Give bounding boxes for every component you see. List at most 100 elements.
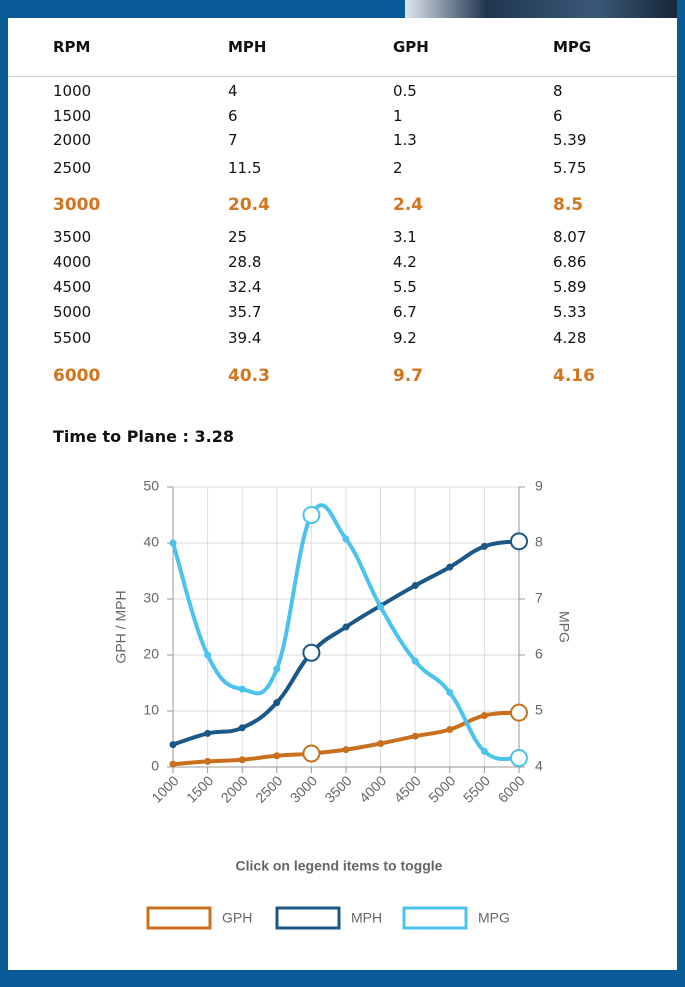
- x-tick-label: 1000: [148, 772, 181, 805]
- data-point: [480, 747, 488, 755]
- data-point: [238, 756, 246, 764]
- legend-label[interactable]: GPH: [222, 910, 252, 926]
- legend-swatch[interactable]: [402, 906, 468, 930]
- highlight-cell: 3000: [53, 195, 101, 215]
- highlight-cell: 6000: [53, 366, 101, 386]
- table-cell: 7: [228, 131, 238, 149]
- y2-tick-label: 9: [535, 478, 543, 494]
- legend-swatch[interactable]: [146, 906, 212, 930]
- y2-tick-label: 4: [535, 758, 543, 774]
- legend-swatch[interactable]: [275, 906, 341, 930]
- y2-tick-label: 7: [535, 590, 543, 606]
- y2-tick-label: 8: [535, 534, 543, 550]
- table-cell: 1: [393, 107, 403, 125]
- highlight-cell: 40.3: [228, 366, 270, 386]
- highlight-cell: 8.5: [553, 195, 584, 215]
- x-tick-label: 5000: [425, 772, 458, 805]
- data-point: [480, 711, 488, 719]
- content-panel: [8, 18, 677, 970]
- y2-axis-label: MPG: [556, 611, 572, 643]
- y2-tick-label: 6: [535, 646, 543, 662]
- table-cell: 4500: [53, 278, 92, 296]
- chart-note: Click on legend items to toggle: [236, 858, 443, 874]
- table-cell: 6: [228, 107, 238, 125]
- series-line: [171, 503, 520, 762]
- x-tick-label: 5500: [460, 772, 493, 805]
- x-tick-label: 3500: [321, 772, 354, 805]
- table-cell: 2: [393, 159, 403, 177]
- table-cell: 1000: [53, 82, 92, 100]
- y2-tick-label: 5: [535, 702, 543, 718]
- table-cell: 35.7: [228, 303, 262, 321]
- table-cell: 4.28: [553, 329, 587, 347]
- highlight-point: [302, 643, 321, 662]
- table-cell: 8.07: [553, 228, 587, 246]
- data-point: [377, 603, 385, 611]
- table-cell: 5500: [53, 329, 92, 347]
- highlight-point: [302, 744, 321, 763]
- x-tick-label: 4000: [356, 772, 389, 805]
- data-point: [411, 582, 419, 590]
- table-cell: 25: [228, 228, 248, 246]
- table-cell: 32.4: [228, 278, 262, 296]
- data-point: [342, 535, 350, 543]
- y-tick-label: 10: [143, 702, 159, 718]
- data-point: [273, 752, 281, 760]
- legend-label[interactable]: MPG: [478, 910, 510, 926]
- highlight-cell: 20.4: [228, 195, 270, 215]
- header-image: [405, 0, 677, 18]
- highlight-point: [510, 749, 528, 768]
- data-point: [411, 732, 419, 740]
- table-cell: 6.7: [393, 303, 417, 321]
- y-tick-label: 0: [151, 758, 159, 774]
- table-cell: 4.2: [393, 253, 417, 271]
- data-point: [204, 729, 212, 737]
- data-point: [169, 760, 177, 768]
- data-point: [377, 739, 385, 747]
- x-tick-label: 4500: [391, 772, 424, 805]
- table-cell: 39.4: [228, 329, 262, 347]
- data-point: [204, 651, 212, 659]
- x-tick-label: 6000: [494, 772, 527, 805]
- legend-label[interactable]: MPH: [351, 910, 382, 926]
- column-header: MPG: [553, 38, 592, 56]
- table-cell: 5.5: [393, 278, 417, 296]
- y-tick-label: 40: [143, 534, 159, 550]
- table-cell: 1.3: [393, 131, 417, 149]
- y-tick-label: 50: [143, 478, 159, 494]
- table-cell: 4000: [53, 253, 92, 271]
- highlight-cell: 2.4: [393, 195, 424, 215]
- table-cell: 3500: [53, 228, 92, 246]
- y-axis-label: GPH / MPH: [113, 590, 129, 663]
- table-cell: 11.5: [228, 159, 262, 177]
- data-point: [169, 741, 177, 749]
- highlight-point: [510, 703, 528, 722]
- table-cell: 5.89: [553, 278, 587, 296]
- data-point: [446, 725, 454, 733]
- column-header: GPH: [393, 38, 429, 56]
- table-cell: 8: [553, 82, 563, 100]
- data-point: [273, 665, 281, 673]
- table-cell: 28.8: [228, 253, 262, 271]
- data-point: [273, 699, 281, 707]
- table-cell: 6: [553, 107, 563, 125]
- table-cell: 5.39: [553, 131, 587, 149]
- data-point: [169, 539, 177, 547]
- data-point: [238, 724, 246, 732]
- x-tick-label: 2000: [218, 772, 251, 805]
- heading: Time to Plane : 3.28: [53, 427, 234, 446]
- table-cell: 6.86: [553, 253, 587, 271]
- highlight-point: [302, 506, 321, 524]
- data-point: [411, 657, 419, 665]
- column-header: MPH: [228, 38, 267, 56]
- table-cell: 2500: [53, 159, 92, 177]
- table-cell: 3.1: [393, 228, 417, 246]
- data-point: [204, 757, 212, 765]
- table-cell: 5.33: [553, 303, 587, 321]
- x-tick-label: 1500: [183, 772, 216, 805]
- table-cell: 2000: [53, 131, 92, 149]
- data-point: [446, 563, 454, 571]
- table-cell: 0.5: [393, 82, 417, 100]
